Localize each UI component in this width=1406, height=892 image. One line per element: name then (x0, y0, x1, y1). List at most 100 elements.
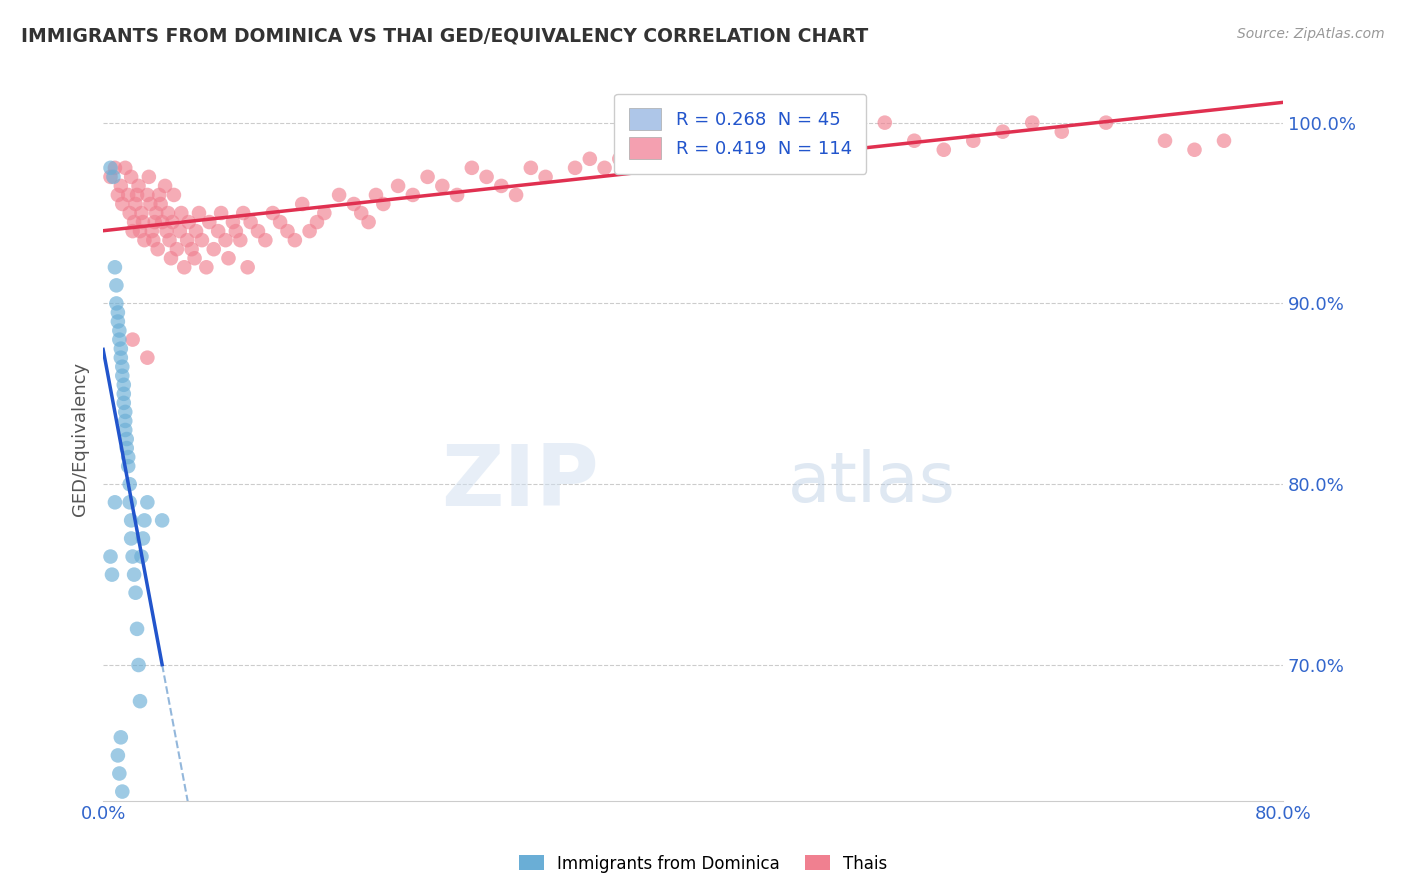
Point (579, 152, 602, 166)
Point (209, 206, 232, 220)
Point (520, 161, 543, 175)
Point (136, 495, 159, 509)
Point (387, 178, 409, 193)
Point (134, 233, 156, 247)
Point (236, 260, 259, 275)
Point (491, 178, 513, 193)
Point (121, 549, 143, 564)
Text: atlas: atlas (787, 449, 955, 516)
Point (121, 333, 143, 347)
Point (176, 233, 198, 247)
Point (195, 260, 218, 275)
Legend: Immigrants from Dominica, Thais: Immigrants from Dominica, Thais (512, 848, 894, 880)
Point (932, 143, 955, 157)
Point (115, 441, 138, 455)
Point (188, 206, 211, 220)
Point (134, 513, 156, 527)
Point (903, 134, 925, 148)
Point (122, 567, 145, 582)
Point (110, 178, 132, 193)
Point (112, 396, 135, 410)
Point (1095, 115, 1118, 129)
Point (108, 333, 131, 347)
Point (104, 260, 127, 275)
Point (432, 178, 454, 193)
Point (143, 215, 166, 229)
Text: ZIP: ZIP (441, 441, 599, 524)
Point (114, 414, 136, 428)
Point (107, 314, 129, 328)
Point (139, 197, 162, 211)
Point (120, 532, 142, 546)
Point (291, 197, 314, 211)
Point (121, 224, 143, 238)
Text: Source: ZipAtlas.com: Source: ZipAtlas.com (1237, 27, 1385, 41)
Point (145, 206, 167, 220)
Point (108, 766, 131, 780)
Point (183, 252, 205, 266)
Point (157, 206, 180, 220)
Point (114, 405, 136, 419)
Point (150, 215, 173, 229)
Point (149, 197, 172, 211)
Point (163, 188, 186, 202)
Point (364, 188, 387, 202)
Point (138, 169, 160, 184)
Point (177, 215, 200, 229)
Point (103, 169, 125, 184)
Point (114, 161, 136, 175)
Point (534, 169, 557, 184)
Point (246, 224, 269, 238)
Point (814, 134, 837, 148)
Legend: R = 0.268  N = 45, R = 0.419  N = 114: R = 0.268 N = 45, R = 0.419 N = 114 (614, 94, 866, 174)
Point (350, 206, 373, 220)
Point (120, 513, 142, 527)
Point (741, 143, 763, 157)
Point (104, 495, 127, 509)
Point (142, 233, 165, 247)
Point (141, 224, 163, 238)
Y-axis label: GED/Equivalency: GED/Equivalency (72, 362, 89, 516)
Point (114, 423, 136, 437)
Point (564, 161, 586, 175)
Point (284, 233, 307, 247)
Point (682, 134, 704, 148)
Point (461, 161, 484, 175)
Point (101, 567, 124, 582)
Point (108, 324, 131, 338)
Point (118, 477, 141, 491)
Point (357, 215, 380, 229)
Point (100, 549, 122, 564)
Point (131, 206, 153, 220)
Point (146, 242, 169, 256)
Point (222, 215, 245, 229)
Point (770, 134, 793, 148)
Point (402, 188, 425, 202)
Point (117, 450, 139, 464)
Point (105, 278, 128, 293)
Point (122, 215, 145, 229)
Point (711, 143, 734, 157)
Point (184, 224, 207, 238)
Point (159, 233, 181, 247)
Point (1213, 134, 1236, 148)
Point (136, 351, 159, 365)
Point (218, 252, 240, 266)
Point (225, 224, 247, 238)
Point (110, 731, 132, 745)
Point (124, 585, 146, 599)
Point (214, 233, 236, 247)
Point (105, 296, 128, 310)
Point (132, 215, 155, 229)
Point (1050, 125, 1073, 139)
Point (129, 694, 152, 708)
Point (107, 748, 129, 763)
Point (239, 215, 262, 229)
Point (475, 169, 498, 184)
Point (328, 188, 350, 202)
Point (207, 224, 229, 238)
Point (111, 368, 134, 383)
Point (100, 161, 122, 175)
Point (666, 152, 689, 166)
Point (169, 224, 191, 238)
